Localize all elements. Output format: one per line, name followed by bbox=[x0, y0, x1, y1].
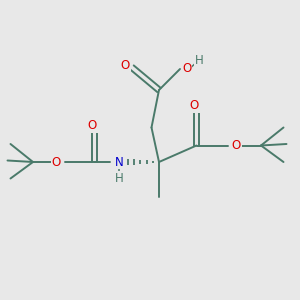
Text: O: O bbox=[190, 99, 199, 112]
Text: O: O bbox=[52, 155, 61, 169]
Text: H: H bbox=[115, 172, 124, 185]
Text: O: O bbox=[182, 62, 191, 76]
Text: H: H bbox=[195, 54, 204, 67]
Text: O: O bbox=[121, 58, 130, 72]
Text: N: N bbox=[115, 155, 124, 169]
Text: O: O bbox=[232, 139, 241, 152]
Text: O: O bbox=[88, 119, 97, 132]
